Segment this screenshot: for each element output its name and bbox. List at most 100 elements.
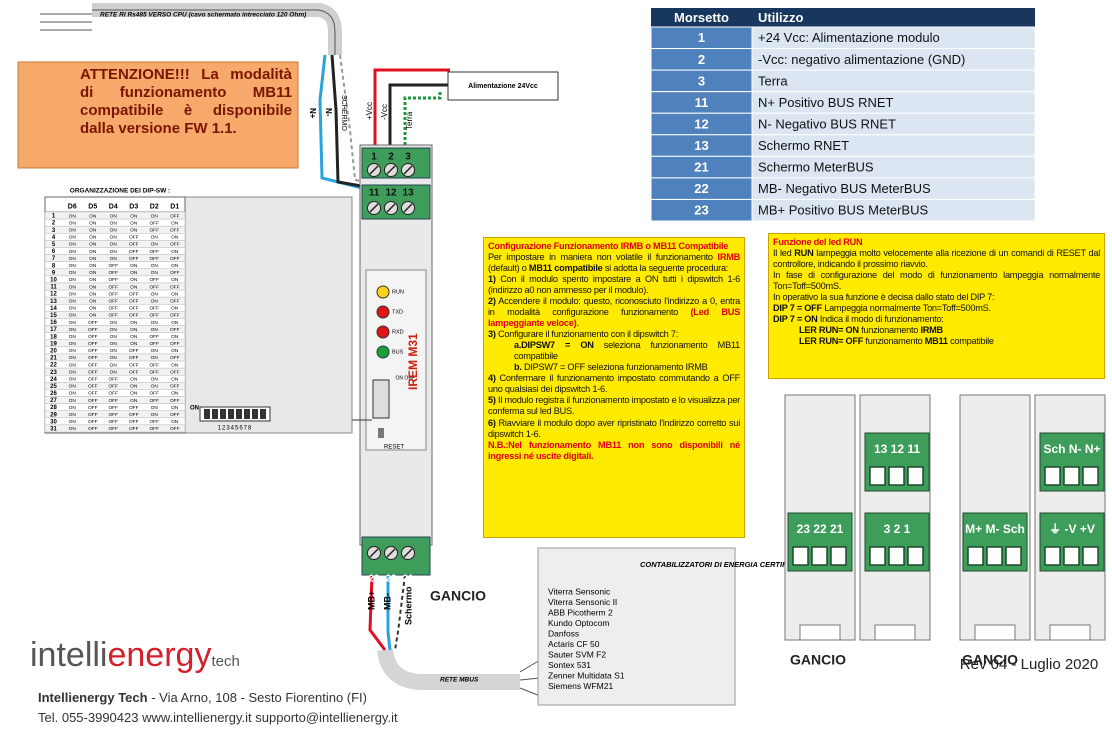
dip-cell: OFF xyxy=(129,249,139,255)
dip-cell: OFF xyxy=(108,419,118,425)
table-key: 11 xyxy=(695,95,709,110)
terminal-hole xyxy=(907,546,924,566)
company: Intellienergy Tech xyxy=(38,690,148,705)
led-label: RXD xyxy=(392,329,404,335)
dip-cell: ON xyxy=(69,341,77,347)
dip-cell: OFF xyxy=(149,277,159,283)
dip-cell: OFF xyxy=(88,355,98,361)
terminal-hole xyxy=(792,546,809,566)
dip-cell: OFF xyxy=(170,426,180,432)
dip-row-number: 25 xyxy=(50,384,57,390)
text-run: LER RUN= OFF xyxy=(799,336,864,347)
terminal-number: 1 xyxy=(371,152,377,163)
led xyxy=(376,325,390,339)
dip-cell: OFF xyxy=(88,384,98,390)
dip-row-number: 11 xyxy=(50,285,57,291)
dip-cell: ON xyxy=(89,235,97,241)
dip-cell: ON xyxy=(110,235,118,241)
dip-header: D6 xyxy=(68,203,77,210)
terminal-hole xyxy=(888,466,905,486)
text-run: Il modulo registra il funzionamento impo… xyxy=(488,395,740,417)
paragraph: 1) Con il modulo spento impostare a ON t… xyxy=(488,274,740,296)
dip-cell: OFF xyxy=(170,412,180,418)
dip-cell: OFF xyxy=(149,256,159,262)
screw-slot xyxy=(403,165,413,175)
dip-cell: OFF xyxy=(170,228,180,234)
paragraph: 4) Confermare il funzionamento impostato… xyxy=(488,373,740,395)
paragraph: Configurazione Funzionamento IRMB o MB11… xyxy=(488,241,740,252)
dip-cell: ON xyxy=(110,327,118,333)
screw-slot xyxy=(386,548,396,558)
table-value: Schermo RNET xyxy=(758,138,849,153)
table-value: Schermo MeterBUS xyxy=(758,160,874,175)
meter-item: ABB Picotherm 2 xyxy=(548,607,613,617)
dip-cell: ON xyxy=(171,263,179,269)
dip-cell: OFF xyxy=(108,426,118,432)
text-run: (default) o xyxy=(488,263,529,274)
dip-cell: OFF xyxy=(129,306,139,312)
paragraph: 6) Riavviare il modulo dopo aver riprist… xyxy=(488,418,740,440)
paragraph: a.DIPSW7 = ON seleziona funzionamento MB… xyxy=(488,340,740,362)
address-text: - Via Arno, 108 - Sesto Fiorentino (FI) xyxy=(147,690,367,705)
dip-cell: OFF xyxy=(170,355,180,361)
dip-row-number: 31 xyxy=(50,427,57,433)
text-run: In operativo la sua funzione è decisa da… xyxy=(773,292,995,303)
dip-cell: ON xyxy=(110,320,118,326)
text-run: MB11 compatibile xyxy=(528,263,603,274)
meter-item: Kundo Optocom xyxy=(548,618,609,628)
table-key: 3 xyxy=(698,73,705,88)
dip-cell: ON xyxy=(69,220,77,226)
dip-cell: ON xyxy=(171,320,179,326)
dip-cell: OFF xyxy=(170,327,180,333)
dip-cell: ON xyxy=(69,306,77,312)
dip-cell: ON xyxy=(69,235,77,241)
dip-cell: OFF xyxy=(88,320,98,326)
dip-cell: OFF xyxy=(129,419,139,425)
wire-label: N- xyxy=(324,108,333,117)
dip-cell: OFF xyxy=(108,291,118,297)
dip-cell: ON xyxy=(69,242,77,248)
dip-cell: OFF xyxy=(129,426,139,432)
terminal-number: 21 xyxy=(402,574,414,585)
switch-numbers: 12345678 xyxy=(218,426,253,432)
wire-label: +Vcc xyxy=(365,102,374,120)
dip-cell: ON xyxy=(89,249,97,255)
dip-cell: ON xyxy=(171,377,179,383)
dip-cell: ON xyxy=(69,284,77,290)
dip-row-number: 15 xyxy=(50,313,57,319)
dip-row-number: 21 xyxy=(50,356,57,362)
table-value: Terra xyxy=(758,73,788,88)
dip-cell: ON xyxy=(69,348,77,354)
terminal-label: Sch N- N+ xyxy=(1043,442,1100,456)
text-run: Confermare il funzionamento impostato co… xyxy=(488,373,740,395)
dip-row-number: 5 xyxy=(52,242,56,248)
address: Intellienergy Tech - Via Arno, 108 - Ses… xyxy=(38,690,538,705)
text-run: funzionamento xyxy=(858,325,921,336)
dip-cell: ON xyxy=(171,405,179,411)
dip-cell: OFF xyxy=(88,391,98,397)
paragraph: In operativo la sua funzione è decisa da… xyxy=(773,292,1100,303)
dip-row-number: 23 xyxy=(50,370,57,376)
text-run: DIPSW7 = OFF seleziona funzionamento IRM… xyxy=(521,362,708,373)
dip-cell: ON xyxy=(89,213,97,219)
power-box xyxy=(447,71,559,101)
screw-slot xyxy=(403,548,413,558)
dip-cell: ON xyxy=(69,369,77,375)
dip-cell: OFF xyxy=(170,313,180,319)
dip-cell: OFF xyxy=(88,327,98,333)
screw-slot xyxy=(386,203,396,213)
meter-item: Zenner Multidata S1 xyxy=(548,670,625,680)
dip-cell: ON xyxy=(110,249,118,255)
dip-cell: ON xyxy=(151,291,159,297)
paragraph: 2) Accendere il modulo: questo, riconosc… xyxy=(488,296,740,329)
dip-cell: ON xyxy=(171,291,179,297)
dip-cell: ON xyxy=(69,263,77,269)
dip-cell: ON xyxy=(69,419,77,425)
switch-key xyxy=(220,409,226,419)
dip-cell: OFF xyxy=(149,334,159,340)
dip-cell: ON xyxy=(110,256,118,262)
attention-box xyxy=(17,61,299,169)
dip-cell: OFF xyxy=(129,298,139,304)
config-box: Configurazione Funzionamento IRMB o MB11… xyxy=(483,237,745,538)
dip-cell: ON xyxy=(151,348,159,354)
